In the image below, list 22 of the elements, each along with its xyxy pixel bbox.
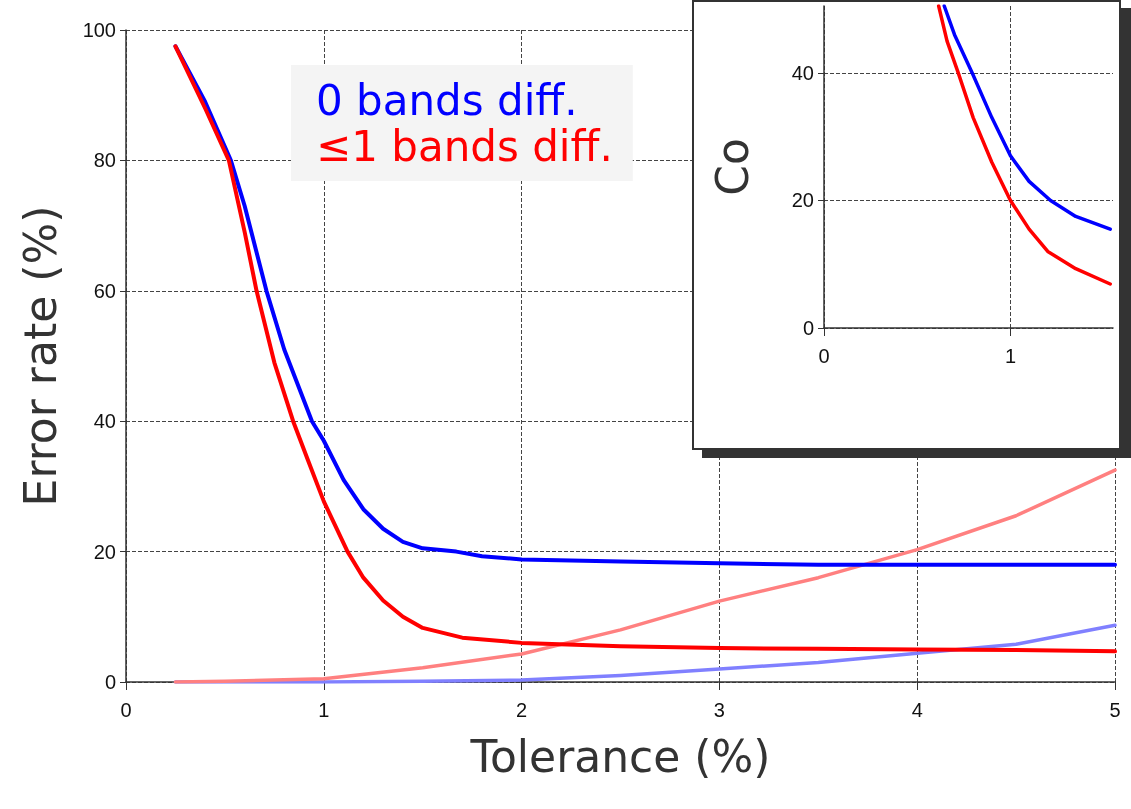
x-tick-label: 0 [120, 699, 132, 721]
y-tick-label: 80 [93, 149, 116, 172]
line-series [936, 4, 1112, 286]
y-tick-label: 20 [791, 189, 814, 212]
y-tick-label: 60 [93, 279, 116, 302]
y-axis-title: Error rate (%) [14, 205, 66, 507]
line-series [942, 4, 1112, 231]
y-axis-title: Co [706, 138, 758, 196]
y-tick-label: 0 [104, 671, 116, 693]
x-tick-label: 1 [318, 699, 330, 721]
x-axis-title: Tolerance (%) [469, 730, 771, 782]
y-tick-label: 0 [802, 317, 814, 339]
x-tick-label: 1 [1004, 345, 1017, 367]
y-tick-label: 100 [82, 19, 116, 41]
line-series [173, 468, 1117, 684]
x-tick-label: 4 [911, 699, 923, 721]
x-tick-label: 2 [516, 699, 528, 721]
x-tick-label: 5 [1109, 699, 1121, 721]
y-tick-label: 40 [791, 61, 814, 84]
y-tick-label: 20 [93, 540, 116, 563]
x-tick-label: 3 [713, 699, 725, 721]
y-tick-label: 40 [93, 410, 116, 433]
